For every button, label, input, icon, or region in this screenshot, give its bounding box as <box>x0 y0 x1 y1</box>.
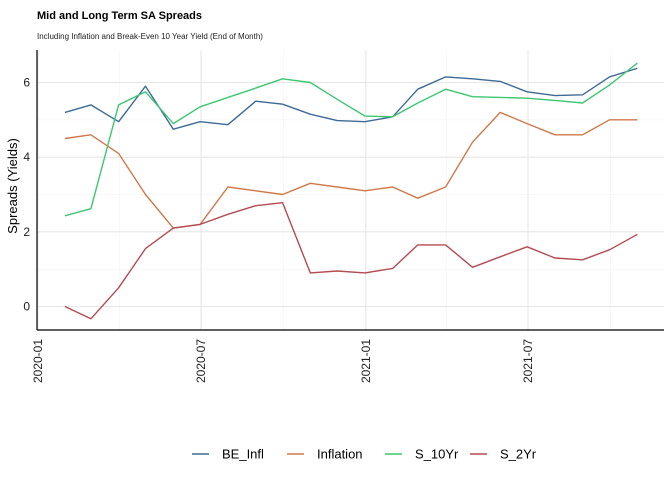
series-line-s-10yr <box>64 62 638 217</box>
x-tick-label: 2020-01 <box>31 339 45 383</box>
legend-label-s-2yr: S_2Yr <box>500 447 537 462</box>
x-tick-label: 2021-07 <box>521 339 535 383</box>
y-axis-title: Spreads (Yields) <box>5 138 20 234</box>
series-line-s-2yr <box>64 202 638 320</box>
y-tick-labels: 0 2 4 6 <box>23 76 30 314</box>
legend: BE_Infl Inflation S_10Yr S_2Yr <box>192 447 537 462</box>
legend-label-s-10yr: S_10Yr <box>415 447 459 462</box>
x-tick-label: 2020-07 <box>194 339 208 383</box>
y-tick-label: 0 <box>23 300 30 314</box>
x-tick-labels: 2020-01 2020-07 2021-01 2021-07 <box>31 339 535 383</box>
y-tick-label: 2 <box>23 225 30 239</box>
series-lines <box>64 62 638 320</box>
axes <box>36 50 664 331</box>
y-tick-label: 4 <box>23 150 30 164</box>
legend-label-inflation: Inflation <box>317 447 363 462</box>
gridlines <box>37 50 664 330</box>
legend-label-be-infl: BE_Infl <box>222 447 264 462</box>
series-line-inflation <box>64 111 638 229</box>
x-tick-label: 2021-01 <box>359 339 373 383</box>
y-tick-label: 6 <box>23 76 30 90</box>
chart-subtitle: Including Inflation and Break-Even 10 Ye… <box>37 32 263 41</box>
chart-title: Mid and Long Term SA Spreads <box>37 10 202 22</box>
